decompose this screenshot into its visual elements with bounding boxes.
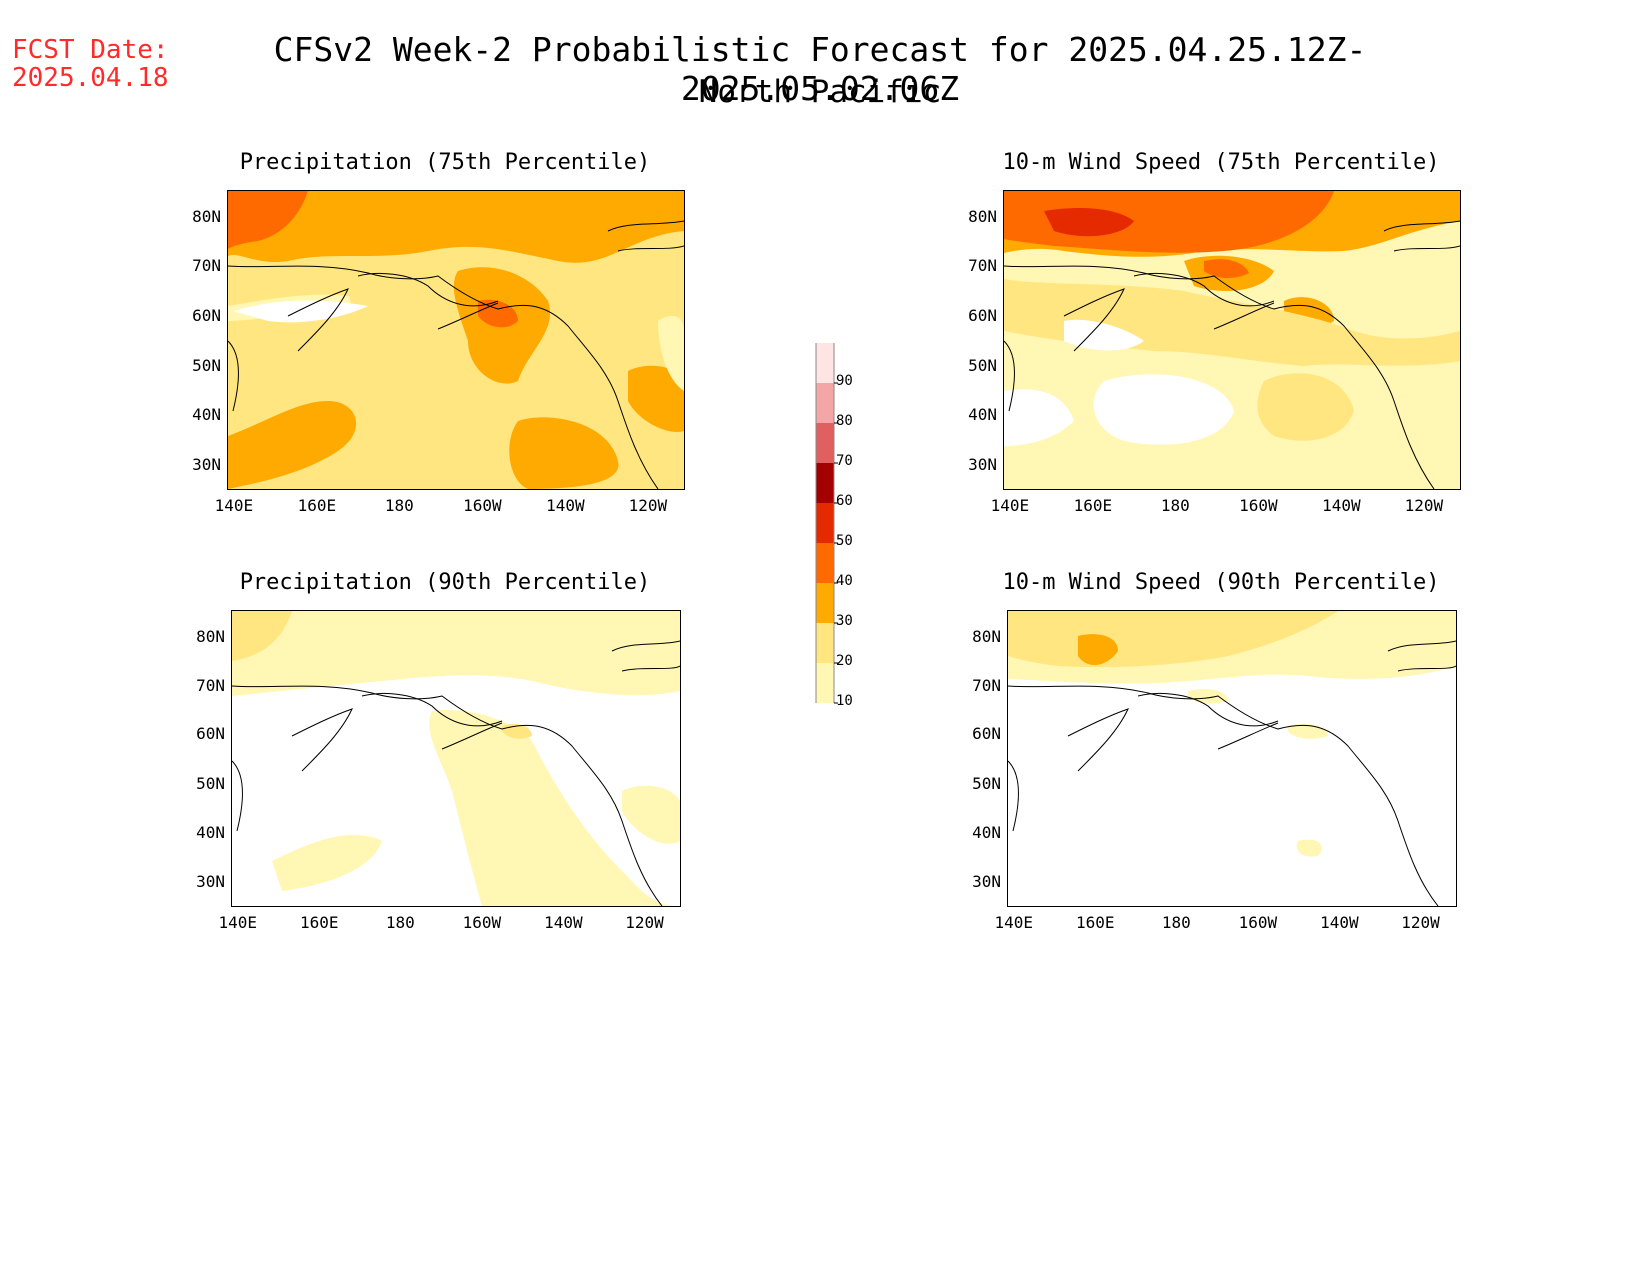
lon-tick-label: 140E <box>218 913 257 932</box>
panel-title: Precipitation (90th Percentile) <box>239 570 651 595</box>
colorbar-tick-label: 80 <box>836 413 853 429</box>
lon-tick-label: 140E <box>990 496 1030 515</box>
lon-tick-label: 140W <box>1320 913 1359 932</box>
map-precip-90 <box>231 610 681 907</box>
lat-tick-label: 80N <box>196 626 225 646</box>
lat-tick-label: 60N <box>972 724 1001 744</box>
colorbar-segment <box>816 343 834 383</box>
lon-tick-label: 120W <box>628 496 668 515</box>
lon-tick-label: 160E <box>299 913 339 932</box>
lat-tick-label: 50N <box>196 773 225 793</box>
lon-tick-label: 140W <box>544 913 583 932</box>
colorbar-segment <box>816 383 834 423</box>
lat-tick-label: 30N <box>972 871 1001 891</box>
colorbar-segment <box>816 583 834 623</box>
page-title: CFSv2 Week-2 Probabilistic Forecast for … <box>273 30 1367 108</box>
colorbar-segment <box>816 503 834 543</box>
lon-tick-label: 180 <box>1161 913 1191 932</box>
colorbar-segment <box>816 543 834 583</box>
lat-tick-label: 70N <box>196 675 225 695</box>
lon-tick-label: 140E <box>214 496 254 515</box>
lon-tick-label: 180 <box>384 496 414 515</box>
lat-tick-label: 30N <box>968 454 997 474</box>
lon-tick-label: 160W <box>1238 913 1278 932</box>
lon-tick-label: 140W <box>1322 496 1361 515</box>
colorbar-segment <box>816 463 834 503</box>
lat-tick-label: 60N <box>196 724 225 744</box>
panel-title: 10-m Wind Speed (90th Percentile) <box>1002 570 1440 595</box>
panel-wind-90: 10-m Wind Speed (90th Percentile) <box>976 570 1496 930</box>
lat-tick-label: 60N <box>968 305 997 325</box>
lon-tick-label: 120W <box>1401 913 1440 932</box>
colorbar-tick-label: 30 <box>836 613 853 629</box>
colorbar-segment <box>816 423 834 463</box>
lat-tick-label: 40N <box>968 405 997 425</box>
lat-tick-label: 70N <box>968 256 997 276</box>
panel-wind-75: 10-m Wind Speed (75th Percentile) <box>976 150 1496 510</box>
colorbar-tick-label: 20 <box>836 653 853 669</box>
panel-precip-90: Precipitation (90th Percentile) <box>200 570 720 930</box>
lon-tick-label: 160E <box>1075 913 1115 932</box>
lat-tick-label: 30N <box>196 871 225 891</box>
lat-tick-label: 40N <box>192 405 221 425</box>
lon-tick-label: 180 <box>385 913 415 932</box>
colorbar-segment <box>816 663 834 703</box>
lon-tick-label: 120W <box>625 913 664 932</box>
lat-tick-label: 50N <box>972 773 1001 793</box>
lon-tick-label: 180 <box>1160 496 1190 515</box>
lat-tick-label: 80N <box>968 206 997 226</box>
colorbar-tick-label: 40 <box>836 573 853 589</box>
lat-tick-label: 70N <box>192 256 221 276</box>
lon-tick-label: 160E <box>1073 496 1113 515</box>
lon-tick-label: 160W <box>462 913 502 932</box>
panel-title: Precipitation (75th Percentile) <box>239 150 651 175</box>
lat-tick-label: 50N <box>192 355 221 375</box>
page-subtitle: North Pacific <box>698 74 942 110</box>
colorbar-segment <box>816 623 834 663</box>
lon-tick-label: 160W <box>1239 496 1278 515</box>
map-wind-90 <box>1007 610 1457 907</box>
lon-tick-label: 120W <box>1404 496 1444 515</box>
colorbar-tick-label: 90 <box>836 373 853 389</box>
map-wind-75 <box>1003 190 1461 490</box>
colorbar-tick-label: 10 <box>836 693 853 709</box>
lat-tick-label: 40N <box>196 823 225 843</box>
lon-tick-label: 140W <box>546 496 585 515</box>
colorbar: 10 20 30 40 50 60 70 80 90 <box>808 336 868 736</box>
lat-tick-label: 60N <box>192 305 221 325</box>
lat-tick-label: 70N <box>972 675 1001 695</box>
lat-tick-label: 80N <box>192 206 221 226</box>
lat-tick-label: 40N <box>972 823 1001 843</box>
lon-tick-label: 160W <box>463 496 502 515</box>
forecast-date-label: FCST Date: 2025.04.18 <box>12 36 169 92</box>
lon-tick-label: 160E <box>297 496 337 515</box>
fcst-label: FCST Date: <box>12 35 169 65</box>
colorbar-tick-label: 50 <box>836 533 853 549</box>
colorbar-tick-label: 70 <box>836 453 853 469</box>
colorbar-tick-label: 60 <box>836 493 853 509</box>
lat-tick-label: 80N <box>972 626 1001 646</box>
panel-title: 10-m Wind Speed (75th Percentile) <box>1002 150 1440 175</box>
fcst-date: 2025.04.18 <box>12 63 169 93</box>
lat-tick-label: 30N <box>192 454 221 474</box>
lat-tick-label: 50N <box>968 355 997 375</box>
lon-tick-label: 140E <box>994 913 1033 932</box>
map-precip-75 <box>227 190 685 490</box>
colorbar-graphic <box>815 343 838 704</box>
panel-precip-75: Precipitation (75th Percentile) <box>200 150 720 510</box>
